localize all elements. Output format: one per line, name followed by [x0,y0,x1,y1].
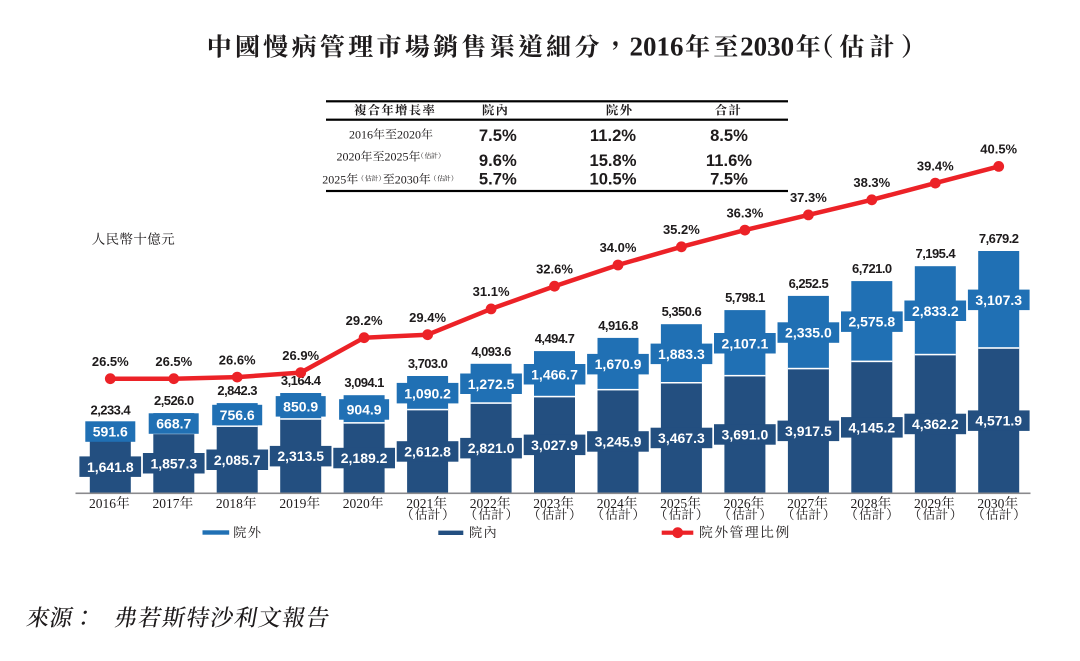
svg-text:3,107.3: 3,107.3 [975,292,1022,308]
svg-text:2,233.4: 2,233.4 [91,402,132,417]
svg-text:5,798.1: 5,798.1 [725,290,765,305]
svg-text:591.6: 591.6 [93,424,128,440]
svg-text:7,679.2: 7,679.2 [979,231,1019,246]
svg-text:26.5%: 26.5% [92,354,129,369]
svg-text:3,094.1: 3,094.1 [344,375,384,390]
svg-text:31.1%: 31.1% [473,284,510,299]
svg-text:2023: 2023 [533,496,560,511]
svg-text:2018: 2018 [216,496,243,511]
svg-text:7.5%: 7.5% [710,170,748,189]
svg-text:26.6%: 26.6% [219,352,256,367]
svg-text:2016: 2016 [349,128,373,142]
svg-text:3,245.9: 3,245.9 [595,434,642,450]
svg-text:2019: 2019 [279,496,306,511]
svg-text:1,090.2: 1,090.2 [404,385,451,401]
svg-text:2,842.3: 2,842.3 [217,383,257,398]
svg-text:36.3%: 36.3% [726,205,763,220]
svg-text:756.6: 756.6 [220,407,255,423]
svg-text:8.5%: 8.5% [710,126,748,145]
svg-text:5,350.6: 5,350.6 [662,304,702,319]
svg-text:1,641.8: 1,641.8 [87,459,134,475]
svg-text:2027: 2027 [787,496,814,511]
svg-text:2028: 2028 [851,496,878,511]
svg-text:1,857.3: 1,857.3 [150,455,197,471]
svg-text:2030: 2030 [977,496,1004,511]
svg-text:2020: 2020 [337,150,361,164]
svg-text:2,085.7: 2,085.7 [214,452,261,468]
svg-text:2017: 2017 [153,496,180,511]
svg-text:35.2%: 35.2% [663,222,700,237]
svg-text:3,467.3: 3,467.3 [658,430,705,446]
svg-text:29.4%: 29.4% [409,310,446,325]
svg-text:4,362.2: 4,362.2 [912,416,959,432]
svg-text:2030: 2030 [740,32,794,62]
svg-text:15.8%: 15.8% [589,151,636,170]
svg-text:3,703.0: 3,703.0 [408,356,448,371]
svg-text:2029: 2029 [914,496,941,511]
svg-text:3,917.5: 3,917.5 [785,423,832,439]
svg-text:29.2%: 29.2% [346,313,383,328]
svg-text:26.5%: 26.5% [155,354,192,369]
svg-text:1,272.5: 1,272.5 [468,376,515,392]
svg-text:2,526.0: 2,526.0 [154,393,194,408]
svg-text:1,883.3: 1,883.3 [658,346,705,362]
svg-text:4,571.9: 4,571.9 [975,413,1022,429]
svg-text:2021: 2021 [406,496,433,511]
svg-text:6,252.5: 6,252.5 [789,276,829,291]
svg-text:2025: 2025 [660,496,687,511]
svg-text:1,466.7: 1,466.7 [531,366,578,382]
svg-text:9.6%: 9.6% [479,151,517,170]
svg-text:7,195.4: 7,195.4 [916,246,957,261]
svg-text:11.2%: 11.2% [590,126,636,145]
svg-text:4,093.6: 4,093.6 [471,344,511,359]
svg-text:2,107.1: 2,107.1 [722,335,769,351]
svg-text:2030: 2030 [395,172,419,186]
svg-text:10.5%: 10.5% [589,170,636,189]
svg-text:5.7%: 5.7% [479,170,517,189]
svg-text:32.6%: 32.6% [536,261,573,276]
svg-text:3,164.4: 3,164.4 [281,373,322,388]
svg-text:2025: 2025 [385,150,409,164]
svg-text:2025: 2025 [322,172,346,186]
svg-text:2,335.0: 2,335.0 [785,325,832,341]
svg-text:7.5%: 7.5% [479,126,517,145]
svg-text:40.5%: 40.5% [980,142,1017,157]
svg-text:2,575.8: 2,575.8 [848,314,895,330]
svg-text:37.3%: 37.3% [790,190,827,205]
svg-text:2,821.0: 2,821.0 [468,440,515,456]
svg-text:4,494.7: 4,494.7 [535,331,575,346]
svg-text:2,313.5: 2,313.5 [277,448,324,464]
svg-text:34.0%: 34.0% [600,240,637,255]
svg-text:6,721.0: 6,721.0 [852,261,892,276]
svg-text:2,612.8: 2,612.8 [404,444,451,460]
svg-text:2,189.2: 2,189.2 [341,450,388,466]
svg-text:2026: 2026 [724,496,751,511]
svg-text:2024: 2024 [597,496,624,511]
svg-text:2020: 2020 [343,496,370,511]
svg-text:11.6%: 11.6% [706,151,752,170]
svg-text:4,916.8: 4,916.8 [598,318,638,333]
svg-text:3,027.9: 3,027.9 [531,437,578,453]
svg-text:4,145.2: 4,145.2 [848,419,895,435]
svg-text:38.3%: 38.3% [853,175,890,190]
svg-text:668.7: 668.7 [156,416,191,432]
svg-text:2016: 2016 [630,32,684,62]
svg-text:2,833.2: 2,833.2 [912,303,959,319]
svg-text:2016: 2016 [89,496,116,511]
svg-text:39.4%: 39.4% [917,158,954,173]
svg-text:2022: 2022 [470,496,497,511]
svg-text:850.9: 850.9 [283,399,318,415]
svg-text:1,670.9: 1,670.9 [595,356,642,372]
svg-text:2020: 2020 [397,128,421,142]
svg-text:26.9%: 26.9% [282,348,319,363]
svg-text:3,691.0: 3,691.0 [722,427,769,443]
svg-text:904.9: 904.9 [347,402,382,418]
